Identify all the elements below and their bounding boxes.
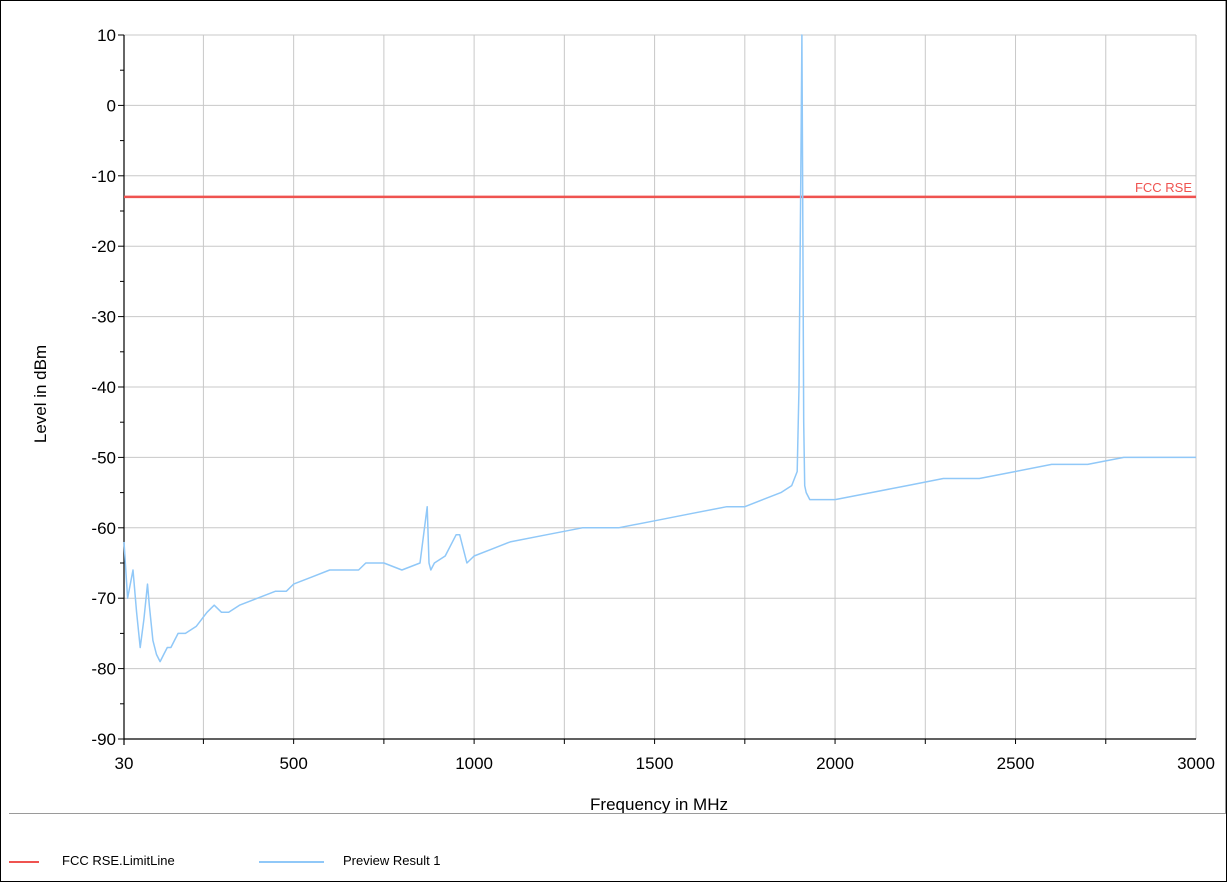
legend-label-limit-line: FCC RSE.LimitLine bbox=[62, 853, 175, 868]
y-axis-title: Level in dBm bbox=[31, 345, 50, 443]
plot-panel: FCC RSE 30 500 1000 1500 2000 2500 3000 10 0 -10 -… bbox=[9, 1, 1226, 814]
y-tick-label: 10 bbox=[97, 26, 116, 45]
y-tick-label: -50 bbox=[91, 448, 116, 467]
x-tick-label: 3000 bbox=[1177, 754, 1215, 773]
limit-line-label: FCC RSE bbox=[1135, 180, 1192, 195]
tick-labels: 30 500 1000 1500 2000 2500 3000 10 0 -10 -20 -30 -40… bbox=[91, 26, 1214, 773]
y-tick-label: -20 bbox=[91, 237, 116, 256]
x-tick-label: 2000 bbox=[816, 754, 854, 773]
legend-swatch-limit-line bbox=[9, 861, 39, 863]
chart: FCC RSE 30 500 1000 1500 2000 2500 3000 10 0 -10 -… bbox=[31, 26, 1215, 813]
y-tick-label: -30 bbox=[91, 308, 116, 327]
x-tick-label: 30 bbox=[115, 754, 134, 773]
y-tick-label: -40 bbox=[91, 378, 116, 397]
axes bbox=[118, 34, 1196, 745]
legend-label-preview-result: Preview Result 1 bbox=[343, 853, 441, 868]
x-axis-title: Frequency in MHz bbox=[590, 795, 728, 813]
x-tick-label: 1000 bbox=[455, 754, 493, 773]
x-tick-label: 1500 bbox=[636, 754, 674, 773]
y-tick-label: -10 bbox=[91, 167, 116, 186]
y-tick-label: 0 bbox=[107, 96, 116, 115]
x-tick-label: 2500 bbox=[997, 754, 1035, 773]
y-tick-label: -70 bbox=[91, 589, 116, 608]
x-tick-label: 500 bbox=[279, 754, 307, 773]
series-layer: FCC RSE bbox=[123, 34, 1196, 663]
y-tick-label: -60 bbox=[91, 519, 116, 538]
legend-swatch-preview-result bbox=[259, 861, 324, 863]
y-tick-label: -90 bbox=[91, 730, 116, 749]
series-line-preview-result bbox=[123, 34, 1196, 663]
y-tick-label: -80 bbox=[91, 660, 116, 679]
grid bbox=[124, 34, 1197, 740]
